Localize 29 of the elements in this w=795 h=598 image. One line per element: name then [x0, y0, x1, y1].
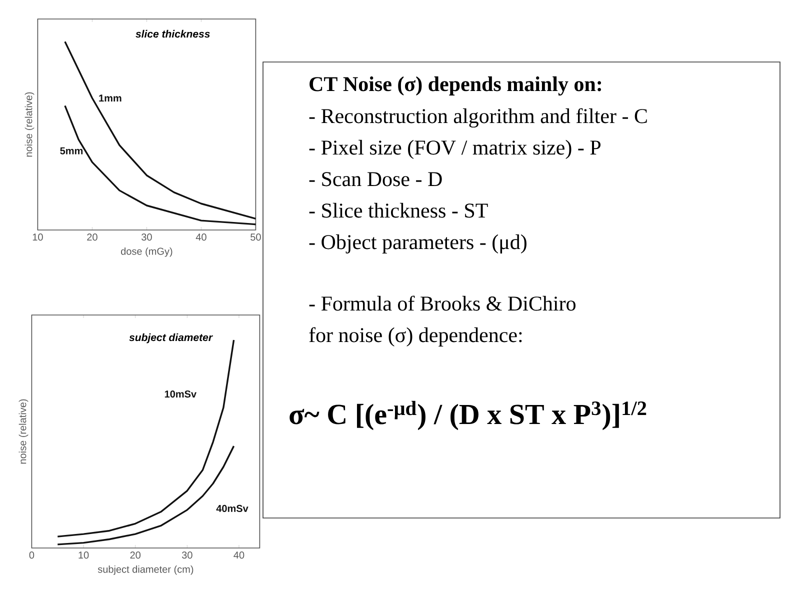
- x-tick-label: 0: [29, 552, 34, 559]
- text: - Pixel size (FOV / matrix size) - P: [309, 140, 600, 159]
- x-axis-title: dose (mGy): [121, 247, 172, 257]
- x-tick-label: 20: [130, 552, 141, 559]
- x-tick-label: 10: [78, 552, 89, 559]
- x-tick-label: 40: [196, 234, 206, 241]
- chart-title: slice thickness: [136, 30, 210, 38]
- x-tick-label: 30: [142, 234, 152, 241]
- y-axis-title: noise (relative): [24, 92, 34, 157]
- text: - Slice thickness - ST: [309, 202, 488, 218]
- text: - Formula of Brooks & DiChiro: [309, 296, 576, 311]
- text: - Object parameters - (μd): [309, 234, 526, 254]
- text: 10mSv: [164, 390, 196, 398]
- x-tick-label: 50: [250, 234, 261, 241]
- text: for noise (σ) dependence:: [309, 327, 522, 346]
- series-label: 5mm: [60, 147, 83, 154]
- x-tick-label: 20: [87, 234, 98, 241]
- y-axis-title: noise (relative): [18, 399, 28, 464]
- chart-title: subject diameter: [129, 333, 213, 344]
- text: σ~ C [(e$^{-μd}$) / (D x ST x P$^{3}$)]$^{1/2}$: [290, 400, 646, 430]
- x-tick-label: 10: [32, 234, 43, 241]
- series-label: 40mSv: [216, 504, 248, 512]
- text: - Scan Dose - D: [309, 172, 442, 186]
- series-label: 1mm: [99, 94, 122, 102]
- x-axis-title: subject diameter (cm): [98, 565, 194, 575]
- text: CT Noise (σ) depends mainly on:: [310, 76, 602, 96]
- x-tick-label: 30: [182, 552, 192, 559]
- x-tick-label: 40: [234, 552, 244, 559]
- text: - Reconstruction algorithm and filter - C: [309, 108, 647, 128]
